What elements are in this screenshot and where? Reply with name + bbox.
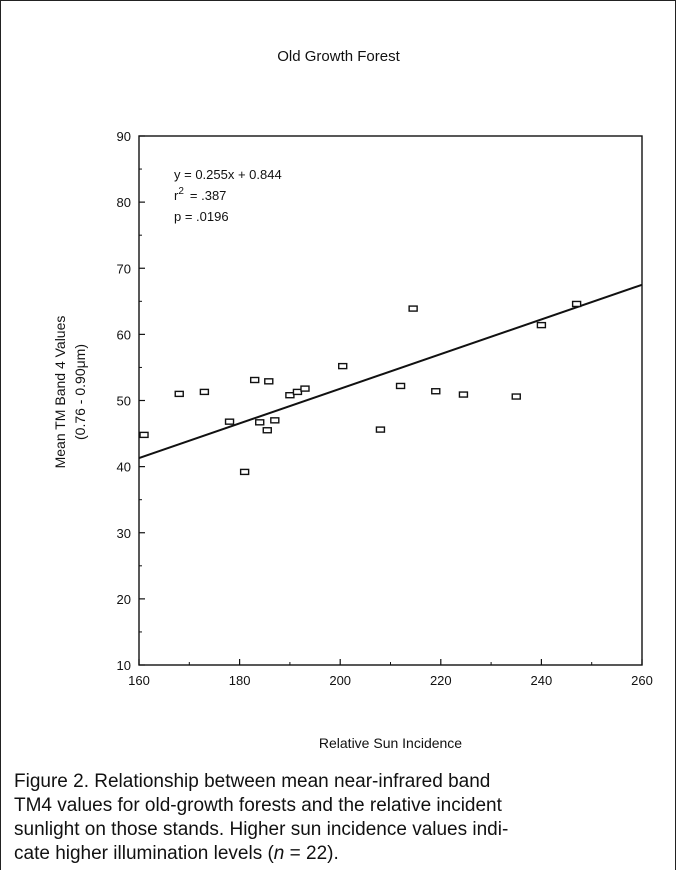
y-tick-label: 40 xyxy=(117,460,131,475)
caption-line-2: TM4 values for old-growth forests and th… xyxy=(14,795,502,816)
data-point xyxy=(375,426,386,433)
x-tick-label: 240 xyxy=(531,673,553,688)
x-tick-label: 220 xyxy=(430,673,452,688)
y-tick-label: 90 xyxy=(117,129,131,144)
regression-line-group xyxy=(138,283,643,459)
data-point xyxy=(174,390,184,398)
y-tick-label: 30 xyxy=(117,526,131,541)
data-point xyxy=(255,419,265,426)
y-tick-label: 20 xyxy=(117,592,131,607)
x-tick-label: 160 xyxy=(128,673,150,688)
caption-line-4: cate higher illumination levels (n = 22)… xyxy=(14,842,664,866)
data-point xyxy=(338,362,348,370)
r-squared-label: r xyxy=(174,188,179,203)
data-point xyxy=(249,376,260,384)
data-point xyxy=(300,385,310,392)
data-points xyxy=(139,300,582,476)
data-point xyxy=(262,427,272,434)
x-axis-label: Relative Sun Incidence xyxy=(318,735,463,751)
y-tick-label: 10 xyxy=(117,658,131,673)
x-tick-label: 260 xyxy=(631,673,653,688)
data-point xyxy=(408,305,418,312)
data-point xyxy=(270,417,280,424)
data-point xyxy=(292,388,303,396)
r-squared-value: = .387 xyxy=(190,188,227,203)
regression-equation: y = 0.255x + 0.844 xyxy=(174,167,282,182)
p-value: p = .0196 xyxy=(174,209,229,224)
caption-line-3: sunlight on those stands. Higher sun inc… xyxy=(14,819,509,840)
data-point xyxy=(264,378,274,385)
data-point xyxy=(199,388,210,396)
caption-n: n xyxy=(273,843,285,864)
data-point xyxy=(285,392,295,399)
data-point xyxy=(224,418,235,425)
x-tick-label: 180 xyxy=(229,673,251,688)
data-point xyxy=(458,391,469,398)
regression-line xyxy=(138,283,643,459)
figure-caption: Figure 2. Relationship between mean near… xyxy=(14,770,664,866)
data-point xyxy=(239,468,250,476)
y-tick-label: 60 xyxy=(117,327,131,342)
regression-stats: y = 0.255x + 0.844 r2 = .387 p = .0196 xyxy=(174,167,282,224)
chart-title: Old Growth Forest xyxy=(277,48,400,65)
data-point xyxy=(395,382,406,390)
r-squared-exponent: 2 xyxy=(178,186,184,197)
data-point xyxy=(139,431,149,439)
data-point xyxy=(431,388,441,395)
figure-frame xyxy=(0,0,676,870)
data-point xyxy=(571,300,582,308)
caption-line-1: Figure 2. Relationship between mean near… xyxy=(14,771,491,792)
caption-line-4-start: cate higher illumination levels ( xyxy=(14,843,274,864)
y-tick-label: 80 xyxy=(117,195,131,210)
data-point xyxy=(511,393,521,400)
x-tick-label: 200 xyxy=(329,673,351,688)
caption-line-4-end: = 22). xyxy=(284,843,339,864)
y-tick-label: 70 xyxy=(117,261,131,276)
r-squared: r2 = .387 xyxy=(174,186,226,203)
data-point xyxy=(536,321,547,329)
axis-ticks: 160 180 200 220 240 260 10 20 30 40 50 60 70 80 90 xyxy=(117,129,653,688)
y-tick-label: 50 xyxy=(117,394,131,409)
